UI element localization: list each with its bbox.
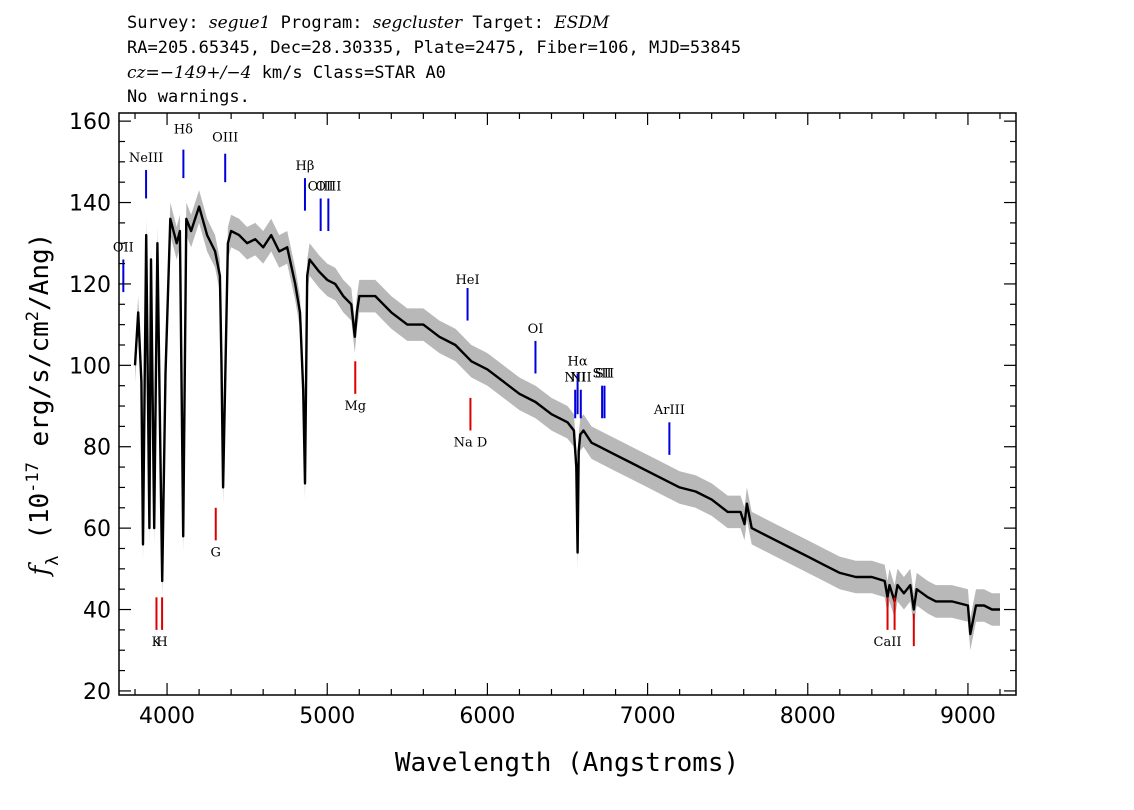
x-tick-label: 8000: [780, 704, 836, 729]
line-label: OIII: [212, 130, 238, 145]
y-tick-label: 60: [83, 517, 111, 542]
line-label: OIII: [308, 179, 334, 194]
line-label: G: [211, 546, 221, 561]
y-tick-label: 100: [69, 354, 111, 379]
program-value: segcluster: [373, 13, 463, 33]
target-label: Target:: [462, 13, 554, 33]
cz-value: =−149+/−4: [145, 63, 251, 83]
y-tick-label: 160: [69, 110, 111, 135]
line-label: OIII: [315, 179, 341, 194]
class-text: km/s Class=STAR A0: [251, 63, 445, 83]
plot-frame: [118, 112, 1017, 696]
spectrum-line: [133, 205, 1000, 636]
line-label: Hδ: [174, 122, 193, 137]
line-label: OII: [113, 240, 134, 255]
survey-label: Survey:: [127, 13, 209, 33]
line-label: CaII: [874, 635, 902, 650]
header-line-4: No warnings.: [127, 87, 250, 107]
error-band: [135, 190, 1000, 651]
header-line-3: cz=−149+/−4 km/s Class=STAR A0: [127, 63, 446, 83]
line-label: HeI: [455, 273, 479, 288]
axes: 4000 5000 6000 7000 8000 9000 20 40 60 80 100 120 14…: [69, 110, 1017, 729]
line-label: Hα: [568, 354, 588, 369]
x-tick-label: 5000: [299, 704, 355, 729]
line-label: K: [152, 635, 162, 650]
line-label: Hβ: [296, 159, 315, 174]
header-line-2: RA=205.65345, Dec=28.30335, Plate=2475, …: [127, 38, 741, 58]
line-label: SII: [593, 367, 612, 382]
line-label: Na D: [454, 436, 488, 451]
y-tick-label: 20: [83, 680, 111, 705]
line-label: ArIII: [653, 403, 685, 418]
y-tick-label: 40: [83, 599, 111, 624]
x-tick-label: 6000: [459, 704, 515, 729]
target-value: ESDM: [553, 13, 610, 33]
survey-value: segue1: [209, 13, 271, 33]
y-tick-label: 80: [83, 436, 111, 461]
y-tick-label: 140: [69, 192, 111, 217]
line-label: NeIII: [129, 151, 163, 166]
line-label: NII: [570, 371, 592, 386]
x-axis-title: Wavelength (Angstroms): [395, 748, 739, 778]
x-tick-label: 7000: [620, 704, 676, 729]
plot-area: [133, 190, 1000, 651]
y-tick-label: 120: [69, 273, 111, 298]
line-label: SII: [595, 367, 614, 382]
line-label: Mg: [344, 399, 366, 414]
header-line-1: Survey: segue1 Program: segcluster Targe…: [127, 13, 610, 33]
cz-label: cz: [127, 63, 147, 83]
header: Survey: segue1 Program: segcluster Targe…: [127, 13, 741, 107]
x-tick-label: 4000: [139, 704, 195, 729]
y-axis-title: fλ (10-17 erg/s/cm2/Ang): [23, 233, 63, 578]
line-label: H: [156, 635, 167, 650]
x-tick-label: 9000: [940, 704, 996, 729]
line-label: NII: [564, 371, 586, 386]
line-label: OI: [528, 322, 544, 337]
program-label: Program:: [270, 13, 372, 33]
